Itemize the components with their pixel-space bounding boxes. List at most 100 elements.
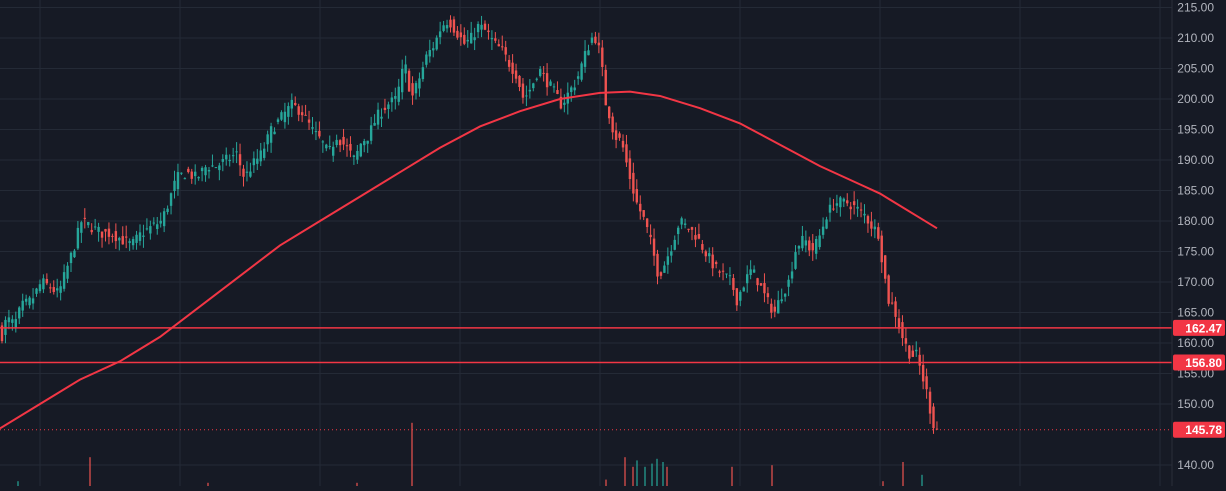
candle: [90, 223, 93, 235]
candle-body: [149, 226, 152, 234]
candle: [438, 21, 442, 45]
candle-body: [111, 235, 114, 237]
candle: [162, 207, 166, 233]
candle: [263, 142, 266, 161]
candle-body: [532, 83, 535, 89]
candle-body: [318, 130, 321, 137]
candle: [235, 142, 238, 164]
candle: [418, 72, 421, 97]
candle: [190, 168, 193, 184]
candle-body: [601, 47, 604, 67]
candle-body: [573, 87, 576, 91]
candle: [194, 164, 197, 185]
volume-bar: [17, 481, 19, 486]
candle-body: [552, 86, 556, 88]
candlesticks: [0, 15, 939, 434]
candle: [666, 247, 670, 274]
candle: [149, 220, 152, 240]
candle-body: [69, 252, 73, 264]
candle: [625, 134, 628, 167]
candle-body: [90, 229, 93, 233]
candle-body: [773, 306, 776, 312]
candle: [690, 226, 694, 241]
candle: [777, 290, 780, 314]
candle-body: [559, 96, 563, 109]
candle-body: [466, 39, 469, 42]
candle: [356, 144, 359, 164]
candle: [877, 222, 880, 241]
candle-body: [649, 234, 652, 238]
candle-body: [618, 133, 621, 138]
candle: [590, 32, 594, 46]
candle: [594, 31, 597, 45]
candle: [173, 170, 176, 199]
price-axis[interactable]: 215.00 210.00 205.00 200.00 195.00 190.00 185.…: [1171, 0, 1226, 486]
candle: [545, 63, 549, 96]
candle-body: [97, 226, 100, 232]
candle: [169, 192, 173, 215]
candle: [580, 61, 583, 82]
candle-body: [314, 131, 318, 133]
candle: [908, 344, 911, 364]
candle-body: [680, 218, 683, 225]
candle-body: [507, 59, 511, 67]
candle-body: [359, 143, 362, 157]
candle: [904, 328, 908, 352]
candle-body: [276, 119, 280, 122]
candle: [911, 345, 914, 358]
candle: [156, 216, 159, 235]
candle-body: [873, 226, 877, 230]
candle: [242, 164, 245, 187]
candle: [380, 108, 383, 127]
candle-body: [166, 208, 169, 213]
candle-body: [52, 287, 55, 292]
candle-body: [245, 171, 249, 173]
candle: [69, 251, 73, 273]
volume-bar: [644, 466, 646, 486]
candle-body: [746, 274, 749, 284]
candle-body: [87, 222, 90, 226]
candle-body: [780, 299, 783, 302]
candle: [687, 228, 690, 233]
candle-body: [228, 159, 231, 162]
candle-body: [766, 293, 770, 298]
candle-body: [632, 172, 635, 194]
moving-average-line: [0, 90, 938, 430]
candle-body: [497, 44, 500, 47]
level-badge-label: 162.47: [1185, 321, 1222, 335]
candle-body: [83, 217, 86, 219]
candle: [394, 87, 397, 110]
candle-body: [925, 376, 928, 390]
candle-body: [38, 284, 42, 292]
candle-body: [535, 78, 538, 80]
horizontal-levels[interactable]: [0, 327, 1172, 364]
candle: [756, 277, 759, 292]
candle: [835, 194, 839, 213]
candle-body: [594, 36, 597, 44]
candle: [414, 80, 418, 100]
candle-body: [76, 227, 80, 249]
candle: [797, 245, 801, 255]
candle-body: [687, 228, 690, 230]
candle-body: [749, 269, 752, 276]
candle-body: [870, 221, 873, 229]
candle-body: [211, 165, 214, 167]
candle: [401, 59, 404, 100]
candle-body: [811, 243, 814, 251]
candle: [311, 116, 314, 135]
candle: [225, 147, 228, 166]
candle: [507, 55, 511, 72]
candle-body: [563, 102, 566, 105]
candle: [449, 15, 452, 33]
candle-body: [342, 136, 345, 145]
candle-body: [56, 288, 59, 291]
candle-body: [80, 222, 83, 233]
candle: [780, 288, 783, 304]
candle-body: [307, 119, 311, 123]
candle-body: [590, 37, 594, 43]
candle: [670, 245, 673, 263]
candle: [894, 296, 897, 328]
candle-body: [639, 203, 642, 212]
